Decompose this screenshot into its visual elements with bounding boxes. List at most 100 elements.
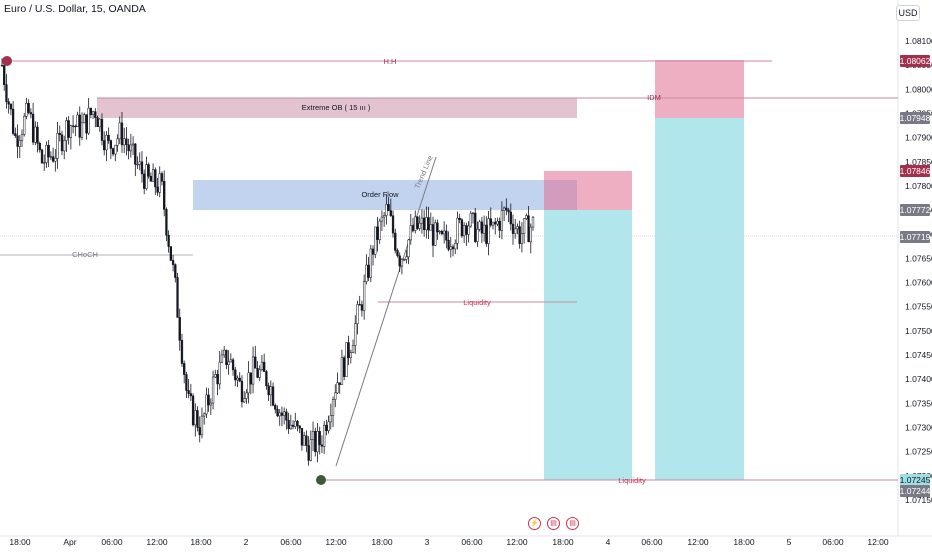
candle-body [214,374,217,378]
time-tick-label: 18:00 [552,537,574,547]
candle-body [231,359,235,371]
candle-body [320,444,324,447]
candle-body [420,217,424,224]
candle-body [29,112,33,115]
candle-body [325,424,328,431]
candle-body [467,225,470,235]
candle-body [249,372,252,385]
candle-body [149,175,153,182]
lightning-icon[interactable]: ⚡ [528,517,541,530]
price-label-badge [900,485,930,497]
choch-label: CHoCH [72,250,98,259]
candle-body [343,357,346,377]
candle-body [56,132,59,159]
candle-body [23,116,26,135]
time-tick-label: 5 [787,537,792,547]
candle-body [238,377,241,382]
candle-body [511,223,515,234]
us-flag-icon[interactable]: ▤ [547,517,560,530]
symbol-title: Euro / U.S. Dollar, 15, OANDA [4,3,146,15]
candle-body [151,169,155,182]
candle-body [316,431,319,453]
candle-body [227,361,230,366]
candle-body [520,233,524,244]
candle-body [338,382,341,385]
candle-body [69,125,73,138]
candle-body [258,369,261,378]
candle-body [518,226,521,244]
candle-body [387,204,390,211]
us-flag-icon[interactable]: ▤ [566,517,579,530]
price-tick-label: 1.07600 [905,278,932,288]
time-tick-label: 18:00 [733,537,755,547]
price-label-badge [900,55,930,67]
time-tick-label: 18:00 [190,537,212,547]
candle-body [225,349,228,366]
candle-body [285,411,288,421]
candle-body [100,118,104,141]
candle-body [398,255,401,267]
candle-body [178,317,181,341]
candle-body [445,230,448,241]
candle-body [449,246,452,250]
price-tick-label: 1.07550 [905,302,932,312]
candle-body [194,410,197,426]
liquidity-label-upper: Liquidity [463,298,491,307]
candle-body [187,390,190,394]
candle-body [16,135,19,147]
price-tick-label: 1.07850 [905,157,932,167]
time-tick-label: 12:00 [325,537,347,547]
candle-body [278,412,281,417]
candle-body [447,239,450,250]
candle-body [76,114,79,127]
time-tick-label: 3 [425,537,430,547]
candle-body [436,222,439,233]
time-tick-label: 12:00 [867,537,889,547]
candle-body [418,222,421,229]
candle-body [116,138,119,146]
candle-body [163,180,166,210]
price-label-text: 1.07719 [900,232,931,242]
candle-body [185,374,188,391]
candle-body [509,211,512,225]
candle-body [456,217,459,244]
candle-body [31,113,35,143]
candle-body [245,392,248,399]
candle-body [414,216,417,231]
candle-body [347,342,350,358]
candle-body [263,361,266,372]
candle-body [505,207,508,211]
time-tick-label: 06:00 [280,537,302,547]
candle-body [240,380,244,403]
candle-body [487,218,490,244]
currency-button[interactable]: USD [896,5,920,21]
candle-body [334,392,337,400]
candle-body [243,398,246,403]
candle-body [369,248,372,278]
candle-body [498,220,501,231]
stop-loss-box-2 [655,60,744,118]
candle-body [307,445,310,461]
candle-body [20,134,24,141]
hh-label: H.H [384,57,397,66]
candle-body [45,144,48,163]
candle-body [265,371,268,387]
price-tick-label: 1.07400 [905,374,932,384]
candle-body [0,64,4,67]
candle-body [111,148,115,155]
candle-body [158,173,161,193]
candle-body [507,209,510,213]
candle-body [165,209,168,236]
candle-body [287,419,290,429]
candle-body [78,114,81,138]
candle-body [522,218,526,234]
candle-body [136,163,139,166]
candle-body [482,224,486,234]
candle-body [89,107,93,115]
candle-body [442,230,446,235]
time-tick-label: 12:00 [687,537,709,547]
candle-body [476,229,479,242]
candle-body [40,149,44,164]
candle-body [180,340,184,364]
